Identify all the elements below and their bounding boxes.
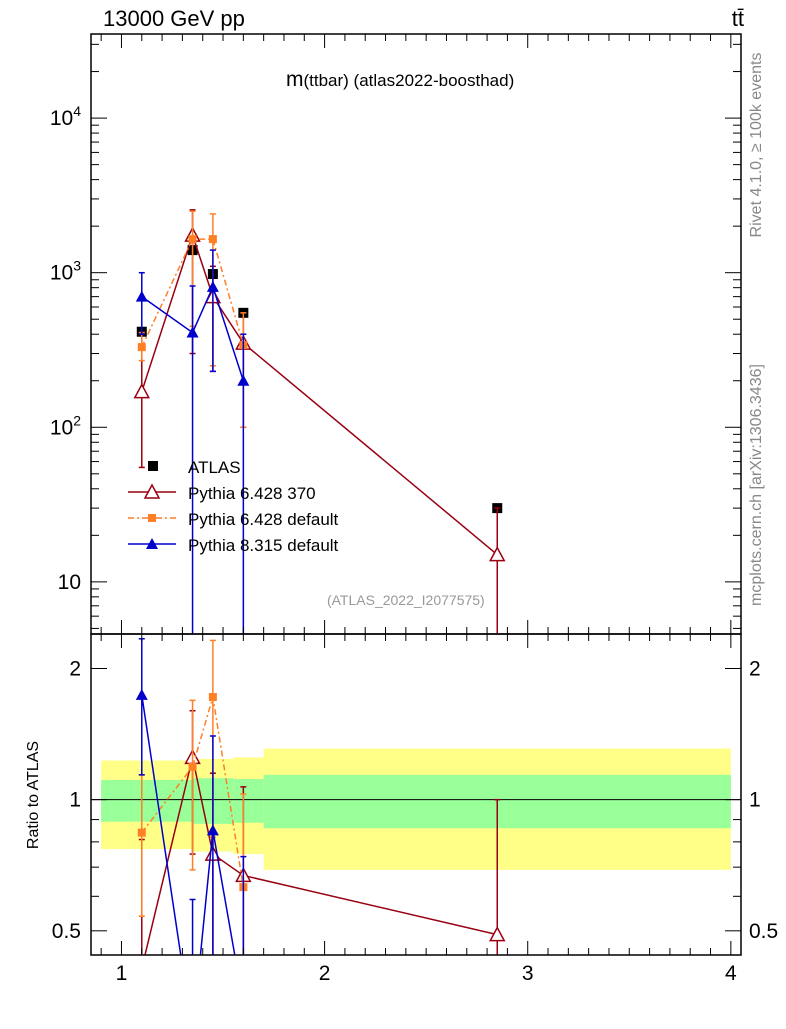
y-tick-label: 102 bbox=[50, 412, 81, 439]
main-p8_default-line bbox=[141, 284, 245, 381]
ratio-p6_default-point bbox=[137, 828, 146, 837]
y-tick-label: 10 bbox=[58, 571, 81, 594]
ratio-y-tick-label-right: 2 bbox=[749, 657, 761, 680]
process-label: tt̄ bbox=[731, 6, 744, 31]
ratio-p8_default-point bbox=[135, 688, 148, 700]
main-p6_default-point bbox=[137, 343, 146, 352]
x-tick-label: 4 bbox=[725, 962, 737, 985]
mcplots-label: mcplots.cern.ch [arXiv:1306.3436] bbox=[748, 364, 765, 606]
main-p6_370-point bbox=[488, 546, 506, 562]
y-tick-label: 103 bbox=[50, 258, 81, 285]
main-p8_default-point bbox=[186, 326, 199, 338]
ratio-y-axis-label: Ratio to ATLAS bbox=[25, 741, 42, 849]
x-tick-label: 3 bbox=[522, 962, 534, 985]
legend-label-atlas: ATLAS bbox=[188, 458, 241, 477]
main-p6_default-line bbox=[141, 238, 245, 348]
energy-label: 13000 GeV pp bbox=[103, 6, 245, 31]
legend-marker-atlas bbox=[148, 461, 158, 471]
ratio-y-tick-label-right: 1 bbox=[749, 789, 761, 812]
chart-title: m(ttbar) (atlas2022-boosthad) bbox=[286, 68, 514, 91]
legend-marker-p6_370 bbox=[143, 483, 161, 499]
x-tick-label: 1 bbox=[116, 962, 128, 985]
legend-label-p8_default: Pythia 8.315 default bbox=[188, 536, 339, 555]
ratio-p6_default-point bbox=[188, 762, 197, 771]
ratio-p8_default-line bbox=[141, 694, 236, 955]
legend-marker-p6_default bbox=[148, 514, 156, 522]
ratio-y-tick-label-right: 0.5 bbox=[749, 920, 778, 943]
main-p6_default-point bbox=[188, 235, 197, 244]
ratio-y-tick-label: 1 bbox=[69, 789, 81, 812]
legend-marker-p8_default bbox=[146, 538, 158, 549]
legend-label-p6_default: Pythia 6.428 default bbox=[188, 510, 339, 529]
legend-label-p6_370: Pythia 6.428 370 bbox=[188, 484, 316, 503]
ratio-frame bbox=[90, 633, 742, 956]
ratio-y-tick-label: 2 bbox=[69, 657, 81, 680]
ratio-y-tick-label: 0.5 bbox=[52, 920, 81, 943]
main-p6_370-line bbox=[141, 232, 498, 556]
uncertainty-band-inner bbox=[233, 779, 264, 823]
main-p8_default-point bbox=[206, 280, 219, 292]
x-tick-label: 2 bbox=[319, 962, 331, 985]
rivet-label: Rivet 4.1.0, ≥ 100k events bbox=[748, 53, 765, 238]
ratio-p8_default-point bbox=[206, 824, 219, 836]
main-p8_default-point bbox=[237, 374, 250, 386]
ratio-p6_default-line bbox=[141, 696, 245, 888]
y-tick-label: 104 bbox=[50, 103, 81, 130]
watermark: (ATLAS_2022_I2077575) bbox=[327, 592, 485, 608]
main-p6_default-point bbox=[208, 235, 217, 244]
main-p8_default-point bbox=[135, 290, 148, 302]
legend: ATLAS Pythia 6.428 370 Pythia 6.428 defaul… bbox=[128, 458, 339, 555]
main-p6_370-point bbox=[133, 383, 151, 399]
ratio-p6_370-point bbox=[488, 926, 506, 942]
ratio-p6_default-point bbox=[208, 693, 217, 702]
